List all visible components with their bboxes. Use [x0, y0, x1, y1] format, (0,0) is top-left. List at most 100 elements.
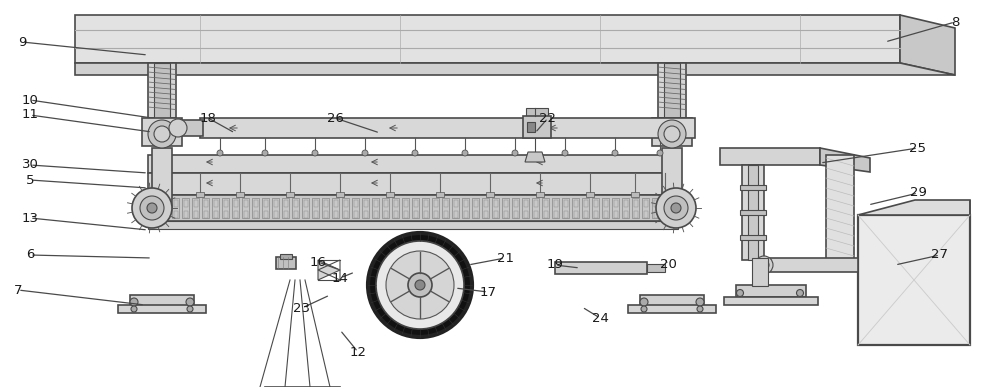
Bar — [654, 200, 658, 207]
Bar — [826, 155, 854, 260]
Circle shape — [147, 203, 157, 213]
Circle shape — [664, 196, 688, 220]
Bar — [642, 198, 649, 218]
Text: 14: 14 — [332, 272, 348, 284]
Text: 6: 6 — [26, 248, 34, 262]
Bar — [552, 198, 559, 218]
Bar — [344, 200, 348, 207]
Circle shape — [376, 241, 464, 329]
Bar — [434, 211, 438, 218]
Bar — [404, 211, 408, 218]
Bar — [178, 120, 203, 136]
Bar — [392, 198, 399, 218]
Bar — [464, 200, 468, 207]
Bar — [532, 198, 539, 218]
Bar — [172, 198, 179, 218]
Bar — [624, 200, 628, 207]
Bar — [454, 211, 458, 218]
Bar — [514, 200, 518, 207]
Circle shape — [796, 289, 804, 296]
Bar — [196, 192, 204, 197]
Bar — [152, 198, 159, 218]
Bar — [662, 198, 669, 218]
Circle shape — [664, 126, 680, 142]
Polygon shape — [525, 152, 545, 162]
Bar — [402, 198, 409, 218]
Bar — [214, 200, 218, 207]
Circle shape — [462, 150, 468, 156]
Bar — [631, 192, 639, 197]
Bar — [314, 211, 318, 218]
Bar — [644, 211, 648, 218]
Bar — [752, 258, 768, 286]
Bar — [224, 211, 228, 218]
Bar — [432, 198, 439, 218]
Bar — [422, 198, 429, 218]
Bar — [584, 211, 588, 218]
Bar — [282, 198, 289, 218]
Text: 7: 7 — [14, 284, 22, 296]
Bar — [148, 221, 678, 229]
Bar — [284, 211, 288, 218]
Bar — [354, 200, 358, 207]
Bar — [344, 211, 348, 218]
Text: 18: 18 — [200, 111, 216, 125]
Circle shape — [148, 120, 176, 148]
Bar — [244, 200, 248, 207]
Bar — [154, 200, 158, 207]
Bar — [276, 257, 296, 269]
Polygon shape — [858, 200, 970, 215]
Text: 5: 5 — [26, 173, 34, 187]
Bar — [664, 63, 680, 118]
Bar — [294, 200, 298, 207]
Bar — [662, 148, 682, 208]
Bar — [472, 198, 479, 218]
Text: 26: 26 — [327, 111, 343, 125]
Bar — [436, 192, 444, 197]
Bar — [194, 200, 198, 207]
Bar — [314, 200, 318, 207]
Bar — [384, 211, 388, 218]
Circle shape — [169, 119, 187, 137]
Bar — [292, 198, 299, 218]
Bar — [628, 305, 716, 313]
Bar — [740, 185, 766, 190]
Text: 17: 17 — [480, 286, 496, 298]
Bar — [442, 198, 449, 218]
Bar — [594, 211, 598, 218]
Bar — [354, 211, 358, 218]
Circle shape — [697, 306, 703, 312]
Bar — [274, 200, 278, 207]
Bar — [523, 116, 551, 138]
Bar — [644, 200, 648, 207]
Text: 24: 24 — [592, 312, 608, 325]
Bar — [736, 285, 806, 297]
Bar — [148, 63, 176, 118]
Bar — [264, 211, 268, 218]
Bar — [486, 192, 494, 197]
Text: 22: 22 — [540, 111, 556, 125]
Polygon shape — [75, 15, 900, 63]
Bar — [200, 118, 695, 138]
Bar — [372, 198, 379, 218]
Bar — [304, 200, 308, 207]
Bar — [492, 198, 499, 218]
Bar — [504, 200, 508, 207]
Bar — [184, 200, 188, 207]
Circle shape — [130, 298, 138, 306]
Bar — [462, 198, 469, 218]
Bar — [364, 200, 368, 207]
Circle shape — [658, 120, 686, 148]
Bar — [604, 211, 608, 218]
Bar — [526, 108, 548, 116]
Bar — [464, 211, 468, 218]
Bar — [562, 198, 569, 218]
Bar — [374, 211, 378, 218]
Bar — [174, 200, 178, 207]
Bar — [564, 200, 568, 207]
Bar — [322, 198, 329, 218]
Bar — [484, 211, 488, 218]
Circle shape — [217, 150, 223, 156]
Bar — [162, 198, 169, 218]
Bar — [602, 198, 609, 218]
